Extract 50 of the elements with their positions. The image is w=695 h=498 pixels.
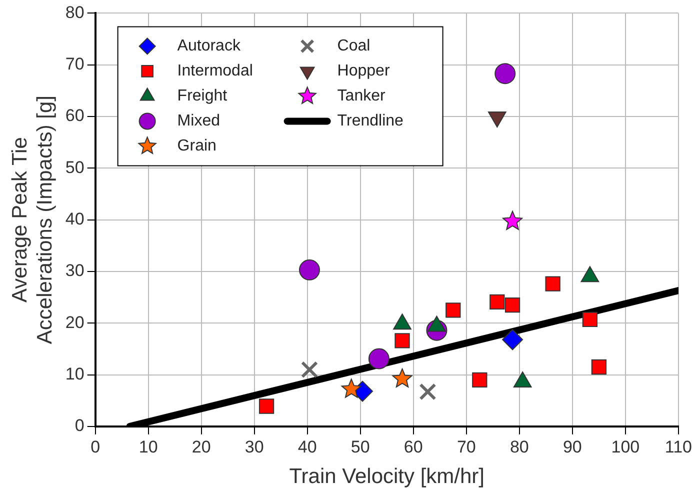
point: [258, 398, 274, 414]
legend-label: Freight: [177, 88, 228, 105]
x-tick-label: 50: [350, 437, 370, 456]
x-tick-label: 80: [510, 437, 529, 456]
y-tick-label: 10: [65, 364, 84, 384]
y-axis-title: Average Peak Tie Accelerations (Impacts) [g]: [8, 96, 57, 344]
point: [298, 259, 320, 280]
x-tick-label: 40: [298, 437, 317, 456]
y-tick-label: 0: [74, 416, 84, 436]
legend-label: Grain: [177, 138, 216, 155]
point: [392, 368, 412, 388]
legend-label: Mixed: [177, 112, 220, 130]
y-tick-label: 60: [65, 106, 84, 126]
x-tick-label: 30: [244, 437, 264, 456]
point: [502, 210, 523, 230]
legend-label: Autorack: [177, 38, 242, 55]
y-tick-label: 70: [65, 54, 84, 74]
legend-label: Trendline: [337, 112, 404, 130]
point: [591, 359, 606, 375]
point: [368, 348, 390, 370]
point: [341, 378, 362, 398]
y-tick-label: 50: [65, 158, 84, 177]
x-tick-label: 10: [138, 437, 158, 456]
y-tick-label: 80: [65, 2, 84, 22]
x-tick-label: 0: [90, 437, 100, 456]
y-tick-label: 20: [65, 312, 84, 332]
point: [446, 302, 461, 318]
y-tick-label: 30: [65, 261, 84, 280]
point: [419, 383, 436, 400]
point: [582, 312, 598, 328]
legend-label: Hopper: [337, 62, 390, 80]
point: [494, 63, 516, 84]
point: [504, 297, 520, 313]
y-tick-label: 40: [65, 209, 84, 228]
x-tick-label: 20: [192, 437, 211, 456]
x-tick-label: 110: [664, 437, 692, 456]
x-tick-label: 70: [456, 437, 476, 456]
x-tick-label: 60: [404, 437, 423, 456]
legend-label: Coal: [337, 38, 370, 55]
x-axis-title: Train Velocity [km/hr]: [289, 465, 485, 488]
x-tick-label: 100: [611, 437, 640, 456]
legend-label: Tanker: [337, 88, 386, 105]
point: [545, 276, 560, 292]
point: [394, 333, 410, 348]
point: [300, 361, 318, 378]
point: [490, 294, 505, 310]
x-tick-label: 90: [562, 437, 582, 456]
legend-label: Intermodal: [177, 62, 253, 80]
point: [472, 372, 488, 388]
point: [502, 329, 524, 350]
